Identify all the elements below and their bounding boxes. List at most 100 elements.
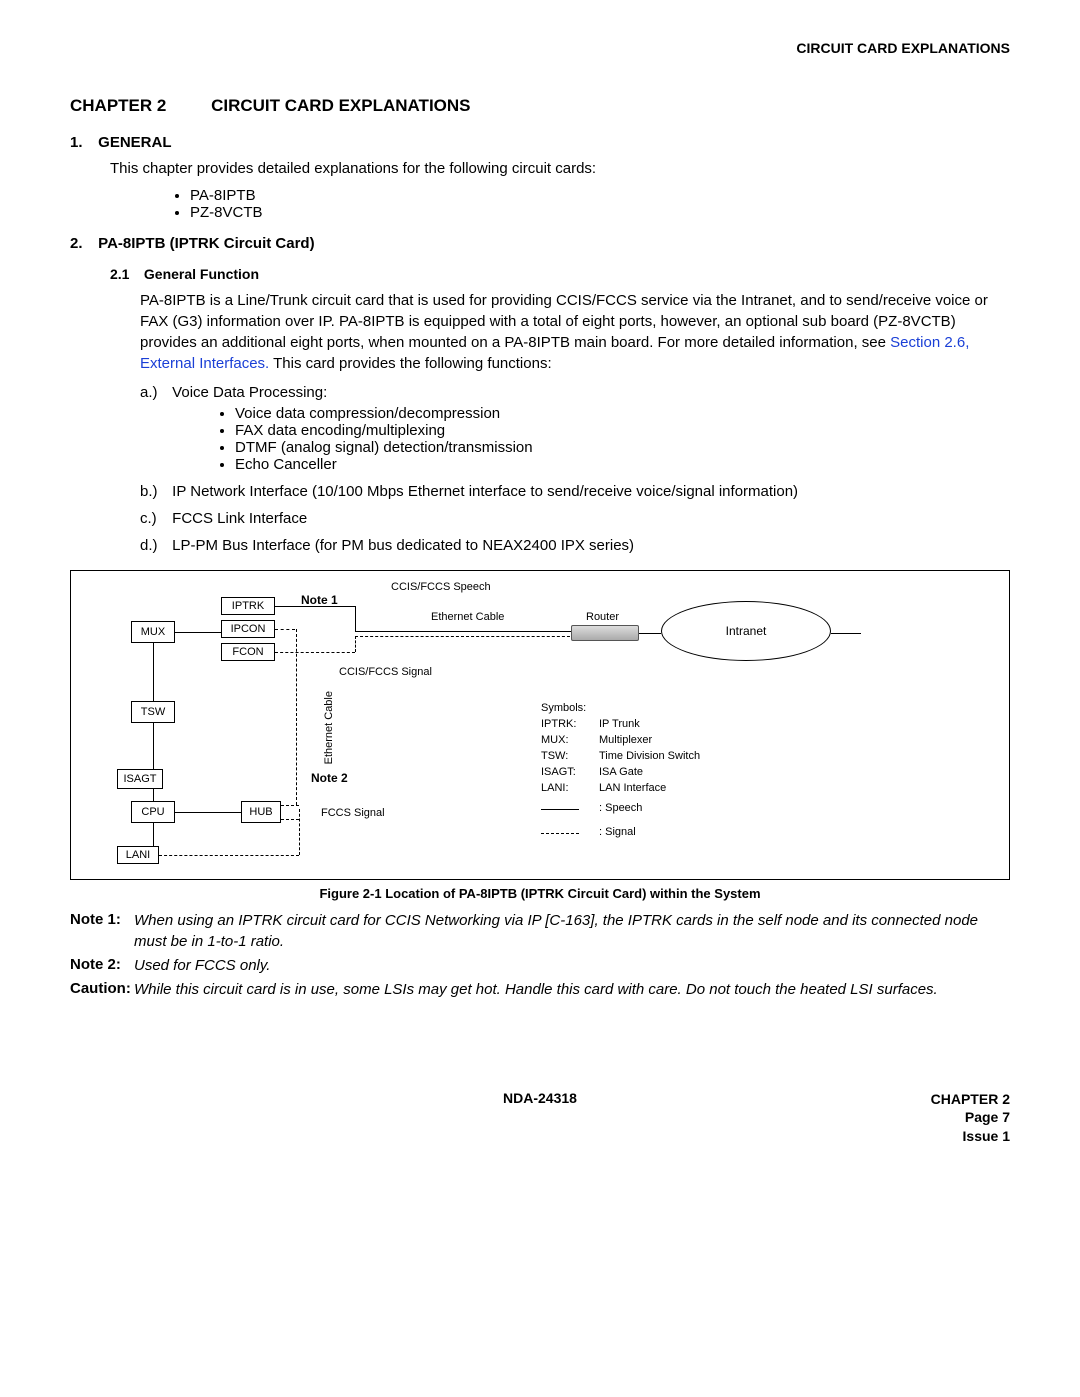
figure-2-1: MUX TSW ISAGT CPU LANI IPTRK IPCON FCON …	[70, 570, 1010, 880]
connector-line	[153, 643, 154, 701]
connector-line	[175, 812, 241, 813]
item-c: c.) FCCS Link Interface	[140, 510, 1010, 527]
box-fcon: FCON	[221, 643, 275, 661]
dashed-line	[355, 636, 356, 652]
section-1-heading: 1. GENERAL	[70, 134, 1010, 151]
symbol-value: LAN Interface	[599, 781, 666, 797]
item-b-label: b.)	[140, 483, 168, 500]
dashed-line	[296, 629, 297, 805]
connector-line	[355, 631, 575, 632]
section-2-heading: 2. PA-8IPTB (IPTRK Circuit Card)	[70, 235, 1010, 252]
footer-issue: Issue 1	[850, 1127, 1010, 1145]
section-2-title: PA-8IPTB (IPTRK Circuit Card)	[98, 235, 314, 252]
legend-speech-label: : Speech	[599, 801, 642, 817]
connector-line	[639, 633, 661, 634]
item-a-text: Voice Data Processing:	[172, 384, 327, 401]
symbol-value: Multiplexer	[599, 733, 652, 749]
dashed-line	[159, 855, 299, 856]
note-1: Note 1: When using an IPTRK circuit card…	[70, 911, 1010, 952]
label-router: Router	[586, 611, 619, 623]
caution: Caution: While this circuit card is in u…	[70, 980, 1010, 1000]
note-2: Note 2: Used for FCCS only.	[70, 956, 1010, 976]
caution-tag: Caution:	[70, 980, 134, 1000]
item-d-label: d.)	[140, 537, 168, 554]
footer-chapter: CHAPTER 2	[850, 1090, 1010, 1108]
legend-speech-line	[541, 809, 579, 817]
list-item: Echo Canceller	[235, 456, 1010, 473]
symbol-value: Time Division Switch	[599, 749, 700, 765]
item-d-text: LP-PM Bus Interface (for PM bus dedicate…	[172, 537, 634, 554]
dashed-line	[299, 809, 300, 855]
item-a-label: a.)	[140, 384, 168, 401]
label-ethernet-cable: Ethernet Cable	[431, 611, 504, 623]
item-b: b.) IP Network Interface (10/100 Mbps Et…	[140, 483, 1010, 500]
note-2-tag: Note 2:	[70, 956, 134, 976]
note-2-body: Used for FCCS only.	[134, 956, 1010, 976]
section-2-number: 2.	[70, 235, 94, 252]
symbol-key: LANI:	[541, 781, 599, 797]
item-a: a.) Voice Data Processing:	[140, 384, 1010, 401]
item-d: d.) LP-PM Bus Interface (for PM bus dedi…	[140, 537, 1010, 554]
footer-left	[70, 1090, 230, 1145]
box-iptrk: IPTRK	[221, 597, 275, 615]
intranet-cloud: Intranet	[661, 601, 831, 661]
figure-caption: Figure 2-1 Location of PA-8IPTB (IPTRK C…	[70, 886, 1010, 901]
router-icon	[571, 625, 639, 641]
box-hub: HUB	[241, 801, 281, 823]
list-item: DTMF (analog signal) detection/transmiss…	[235, 439, 1010, 456]
symbols-legend: Symbols: IPTRK:IP Trunk MUX:Multiplexer …	[541, 701, 700, 841]
label-intranet: Intranet	[726, 624, 767, 638]
list-item: PZ-8VCTB	[190, 204, 1010, 221]
section-1-list: PA-8IPTB PZ-8VCTB	[150, 187, 1010, 221]
section-2-1-number: 2.1	[110, 266, 140, 282]
section-1-number: 1.	[70, 134, 94, 151]
item-c-text: FCCS Link Interface	[172, 510, 307, 527]
dashed-line	[275, 652, 355, 653]
legend-signal-label: : Signal	[599, 825, 636, 841]
connector-line	[355, 606, 356, 631]
footer-doc-number: NDA-24318	[230, 1090, 850, 1145]
dashed-line	[281, 819, 299, 820]
list-item: Voice data compression/decompression	[235, 405, 1010, 422]
connector-line	[831, 633, 861, 634]
box-mux: MUX	[131, 621, 175, 643]
section-2-1-para: PA-8IPTB is a Line/Trunk circuit card th…	[140, 290, 1010, 374]
footer-right: CHAPTER 2 Page 7 Issue 1	[850, 1090, 1010, 1145]
chapter-label: CHAPTER 2	[70, 96, 166, 116]
item-b-text: IP Network Interface (10/100 Mbps Ethern…	[172, 483, 798, 500]
label-fccs-signal: FCCS Signal	[321, 807, 385, 819]
section-2-1-heading: 2.1 General Function	[110, 266, 1010, 282]
connector-line	[153, 789, 154, 801]
symbol-key: ISAGT:	[541, 765, 599, 781]
section-2-1-title: General Function	[144, 266, 259, 282]
connector-line	[153, 823, 154, 846]
label-signal: CCIS/FCCS Signal	[339, 666, 432, 678]
symbol-value: IP Trunk	[599, 717, 640, 733]
box-ipcon: IPCON	[221, 620, 275, 638]
connector-line	[175, 632, 221, 633]
note-2-marker: Note 2	[311, 771, 348, 785]
note-1-tag: Note 1:	[70, 911, 134, 952]
item-a-sublist: Voice data compression/decompression FAX…	[195, 405, 1010, 473]
chapter-name: CIRCUIT CARD EXPLANATIONS	[211, 96, 470, 115]
footer-page: Page 7	[850, 1108, 1010, 1126]
symbol-key: IPTRK:	[541, 717, 599, 733]
page-footer: NDA-24318 CHAPTER 2 Page 7 Issue 1	[70, 1090, 1010, 1145]
note-1-marker: Note 1	[301, 593, 338, 607]
box-cpu: CPU	[131, 801, 175, 823]
box-isagt: ISAGT	[117, 769, 163, 789]
label-speech: CCIS/FCCS Speech	[391, 581, 491, 593]
legend-signal-line	[541, 833, 579, 841]
label-ethernet-vertical: Ethernet Cable	[323, 691, 335, 764]
dashed-line	[355, 636, 575, 637]
page-root: CIRCUIT CARD EXPLANATIONS CHAPTER 2 CIRC…	[0, 0, 1080, 1175]
caution-body: While this circuit card is in use, some …	[134, 980, 1010, 1000]
symbols-title: Symbols:	[541, 701, 700, 717]
symbol-value: ISA Gate	[599, 765, 643, 781]
box-lani: LANI	[117, 846, 159, 864]
section-1-title: GENERAL	[98, 134, 171, 151]
dashed-line	[275, 629, 295, 630]
dashed-line	[281, 805, 299, 806]
item-c-label: c.)	[140, 510, 168, 527]
box-tsw: TSW	[131, 701, 175, 723]
